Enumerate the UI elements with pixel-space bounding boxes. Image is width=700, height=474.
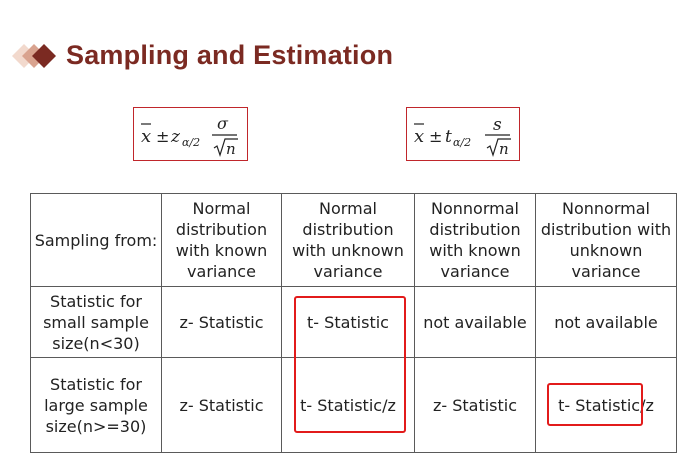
formula-z-xbar: x [141, 126, 151, 147]
header-cell: Normal distribution with known variance [161, 193, 282, 287]
highlight-t-statistic-z-cell [547, 383, 643, 426]
header-cell: Normal distribution with unknown varianc… [281, 193, 415, 287]
formula-z-num: σ [217, 114, 229, 133]
formula-z-crit: z [170, 127, 181, 147]
row-label: Statistic for large sample size(n>=30) [30, 357, 162, 453]
sampling-table: Sampling from: Normal distribution with … [30, 193, 677, 453]
row-label: Statistic for small sample size(n<30) [30, 286, 162, 358]
formula-t-crit: t [445, 127, 452, 147]
header-cell: Nonnormal distribution with unknown vari… [535, 193, 677, 287]
formula-t-pm: ± [429, 127, 442, 146]
table-cell: z- Statistic [414, 357, 536, 453]
z-interval-formula: x ± z α/2 σ n [133, 107, 248, 161]
table-row: Statistic for small sample size(n<30) z-… [30, 286, 677, 358]
table-cell: t- Statistic [281, 286, 415, 358]
table-row: Statistic for large sample size(n>=30) z… [30, 357, 677, 453]
table-cell: t- Statistic/z [535, 357, 677, 453]
header-cell: Nonnormal distribution with known varian… [414, 193, 536, 287]
formula-z-pm: ± [156, 127, 169, 146]
table-cell: not available [535, 286, 677, 358]
t-interval-formula: x ± t α/2 s n [406, 107, 520, 161]
formula-t-den: n [499, 140, 509, 158]
highlight-t-statistic-column [294, 296, 406, 433]
table-cell: z- Statistic [161, 357, 282, 453]
formula-t-xbar: x [414, 126, 424, 147]
header-cell: Sampling from: [30, 193, 162, 287]
formula-t-num: s [493, 115, 502, 135]
formula-t-sub: α/2 [453, 136, 471, 149]
table-cell: t- Statistic/z [281, 357, 415, 453]
table-cell: z- Statistic [161, 286, 282, 358]
page-title: Sampling and Estimation [66, 40, 394, 70]
formula-z-sub: α/2 [182, 136, 200, 149]
table-cell: not available [414, 286, 536, 358]
table-header-row: Sampling from: Normal distribution with … [30, 193, 677, 287]
title-diamonds-icon [12, 44, 56, 68]
formula-z-den: n [226, 140, 236, 158]
